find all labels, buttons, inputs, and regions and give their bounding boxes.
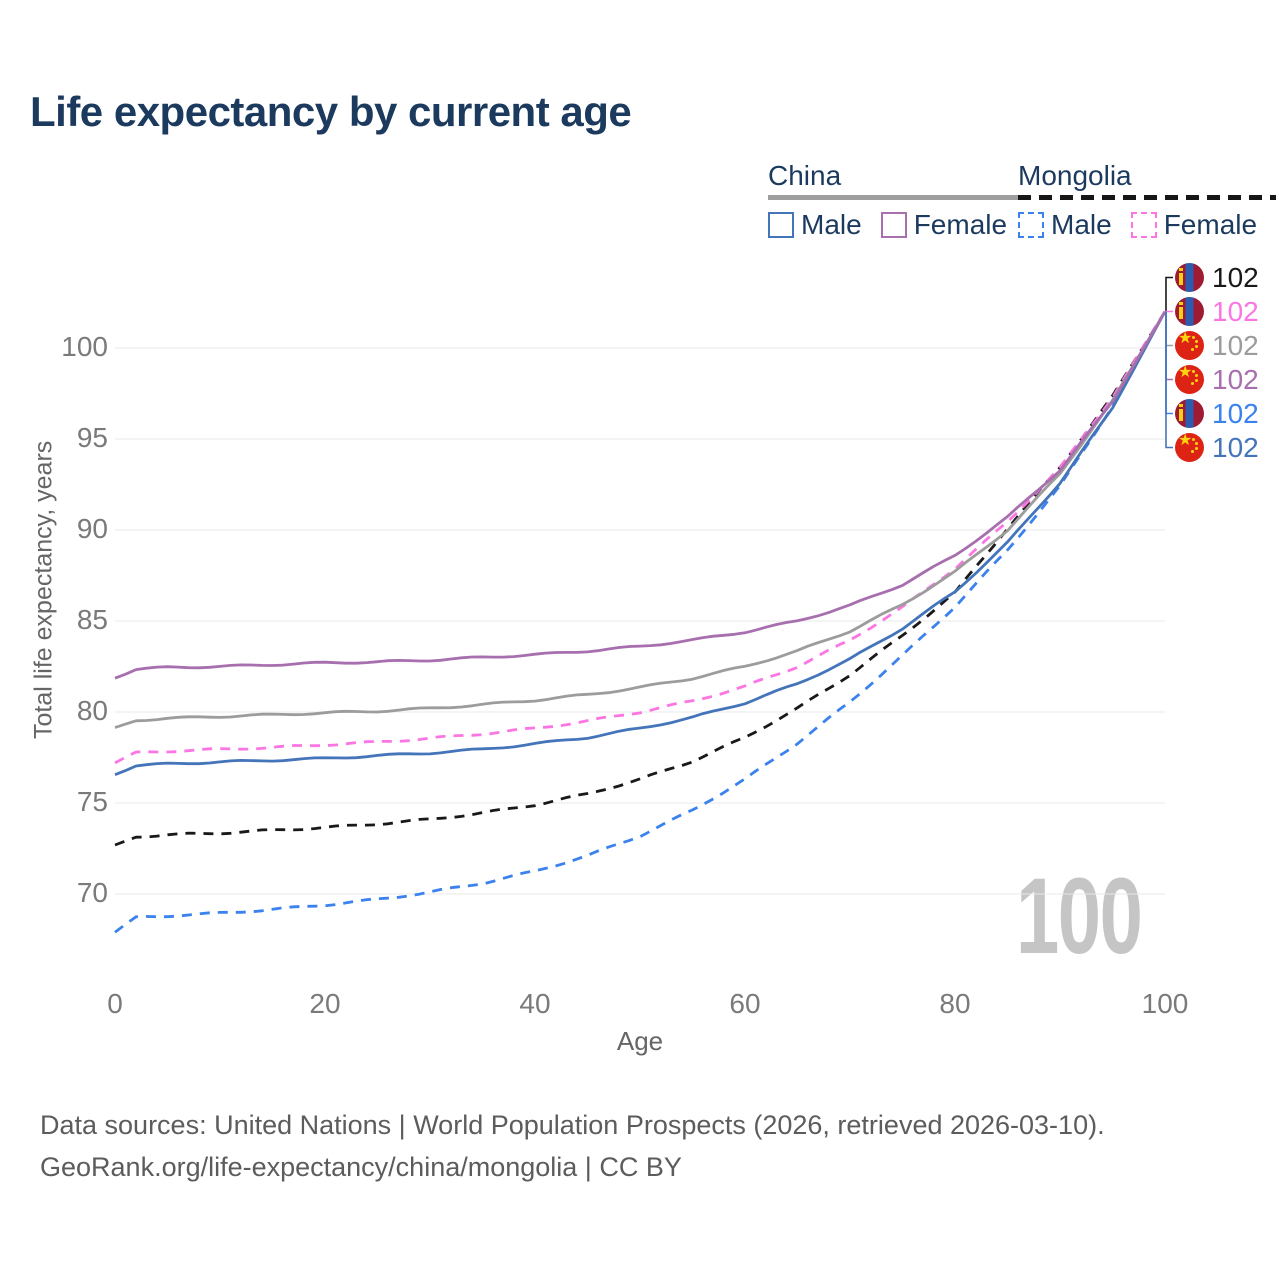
legend-swatch-icon <box>880 212 907 238</box>
data-sources-line: Data sources: United Nations | World Pop… <box>40 1110 1105 1140</box>
legend-country-label: Mongolia <box>1018 160 1132 191</box>
x-tick-label: 100 <box>1141 988 1189 1019</box>
endpoint-leader-line <box>1165 311 1173 347</box>
x-tick-label: 60 <box>729 988 761 1019</box>
china-flag-icon <box>1175 365 1204 394</box>
endpoint-row-china-female: 102 <box>1175 363 1259 395</box>
china-flag-icon <box>1175 433 1204 462</box>
chart-title: Life expectancy by current age <box>30 88 632 135</box>
endpoint-value: 102 <box>1212 363 1259 395</box>
y-tick-label: 70 <box>76 877 108 908</box>
legend-item-label: Female <box>913 209 1008 240</box>
legend-country-label: China <box>768 160 842 191</box>
endpoint-row-mongolia-total: 102 <box>1175 261 1259 293</box>
series-line-mongolia-male[interactable] <box>114 310 1167 934</box>
attribution-line: GeoRank.org/life-expectancy/china/mongol… <box>40 1152 682 1183</box>
current-age-watermark: 100 <box>1016 855 1143 976</box>
series-line-china-total[interactable] <box>114 310 1167 729</box>
endpoint-row-china-male: 102 <box>1175 431 1259 463</box>
series-line-china-female[interactable] <box>114 310 1167 680</box>
endpoint-value: 102 <box>1212 329 1259 361</box>
series-line-china-male[interactable] <box>114 310 1167 777</box>
y-tick-label: 95 <box>76 422 108 453</box>
endpoint-row-china-total: 102 <box>1175 329 1259 361</box>
y-tick-label: 80 <box>76 695 108 726</box>
legend-item-mongolia-female[interactable]: Female <box>1130 209 1258 241</box>
legend-item-label: Female <box>1163 209 1258 240</box>
legend-item-label: Male <box>1051 209 1112 240</box>
legend-item-china-male[interactable]: Male <box>768 209 862 241</box>
y-tick-label: 85 <box>76 604 108 635</box>
series-line-mongolia-female[interactable] <box>114 310 1167 765</box>
endpoint-value: 102 <box>1212 431 1259 463</box>
endpoint-value: 102 <box>1212 295 1259 327</box>
x-axis-title: Age <box>616 1026 664 1056</box>
legend-linestyle-sample <box>1018 195 1277 200</box>
legend-group-china: China Male Female <box>768 160 1027 241</box>
endpoint-leader-line <box>1165 311 1173 415</box>
x-tick-label: 80 <box>939 988 971 1019</box>
endpoint-value: 102 <box>1212 397 1259 429</box>
legend-group-mongolia: Mongolia Male Female <box>1018 160 1277 241</box>
footer: Data sources: United Nations | World Pop… <box>40 1104 1105 1189</box>
endpoint-row-mongolia-female: 102 <box>1175 295 1259 327</box>
y-tick-label: 90 <box>76 513 108 544</box>
legend-swatch-icon <box>1018 212 1044 238</box>
legend-linestyle-sample <box>768 195 1027 200</box>
endpoint-leader-line <box>1165 311 1173 449</box>
legend-item-label: Male <box>801 209 862 240</box>
legend-item-mongolia-male[interactable]: Male <box>1018 209 1112 241</box>
mongolia-flag-icon <box>1175 263 1204 292</box>
endpoint-value: 102 <box>1212 261 1259 293</box>
mongolia-flag-icon <box>1175 399 1204 428</box>
y-tick-label: 75 <box>76 786 108 817</box>
china-flag-icon <box>1175 331 1204 360</box>
endpoint-leader-line <box>1165 276 1173 312</box>
x-tick-label: 40 <box>519 988 551 1019</box>
legend-swatch-icon <box>1130 212 1157 238</box>
legend-item-china-female[interactable]: Female <box>880 209 1008 241</box>
y-tick-label: 100 <box>61 331 108 362</box>
mongolia-flag-icon <box>1175 297 1204 326</box>
x-tick-label: 20 <box>309 988 341 1019</box>
series-line-mongolia-total[interactable] <box>114 310 1167 847</box>
endpoint-row-mongolia-male: 102 <box>1175 397 1259 429</box>
x-tick-label: 0 <box>107 988 123 1019</box>
y-axis-title: Total life expectancy, years <box>29 440 58 740</box>
legend-swatch-icon <box>768 212 794 238</box>
